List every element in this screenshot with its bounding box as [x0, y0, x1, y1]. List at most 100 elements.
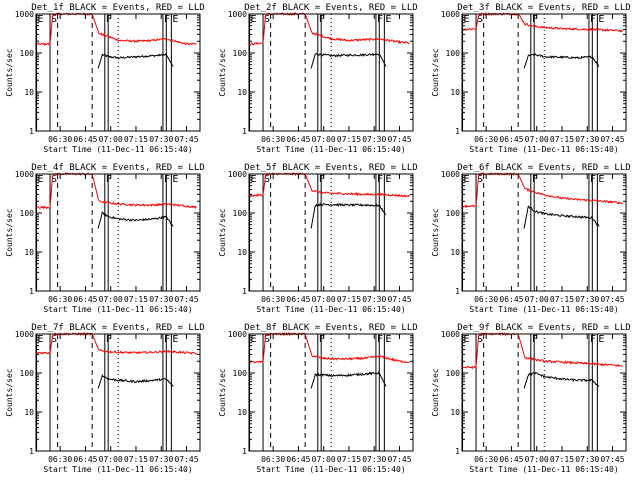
y-tick-label: 10: [450, 88, 460, 97]
marker-label-e: E: [251, 174, 257, 185]
series-events: [97, 374, 174, 389]
marker-label-e: E: [172, 174, 178, 185]
marker-label-s: S: [51, 14, 57, 25]
x-tick-label: 07:45: [174, 295, 198, 304]
marker-label-e: E: [598, 14, 604, 25]
y-tick-label: 1000: [228, 330, 247, 339]
panel-title: Det_1f BLACK = Events, RED = LLD: [31, 3, 204, 13]
y-axis-label: Counts/sec: [5, 208, 14, 256]
marker-label-s: S: [51, 334, 57, 345]
marker-label-f: F: [106, 334, 112, 345]
marker-label-f: F: [532, 174, 538, 185]
x-axis-label: Start Time (11-Dec-11 06:15:40): [256, 465, 405, 474]
marker-label-f: F: [377, 174, 383, 185]
marker-label-f: F: [319, 334, 325, 345]
y-tick-label: 1000: [228, 170, 247, 179]
panel-title: Det_2f BLACK = Events, RED = LLD: [244, 3, 417, 13]
x-tick-label: 07:30: [149, 295, 173, 304]
series-lld: [462, 11, 623, 33]
y-tick-label: 1000: [228, 10, 247, 19]
marker-label-e: E: [38, 174, 44, 185]
x-tick-label: 07:15: [550, 295, 574, 304]
x-tick-label: 07:30: [362, 135, 386, 144]
panel-title: Det_4f BLACK = Events, RED = LLD: [31, 163, 204, 173]
x-tick-label: 06:45: [499, 135, 523, 144]
x-tick-label: 07:45: [600, 455, 624, 464]
x-tick-label: 06:30: [474, 135, 498, 144]
marker-label-e: E: [38, 334, 44, 345]
x-axis-label: Start Time (11-Dec-11 06:15:40): [43, 465, 192, 474]
x-tick-label: 06:45: [499, 455, 523, 464]
x-tick-label: 07:00: [99, 135, 123, 144]
x-tick-label: 07:45: [387, 135, 411, 144]
y-tick-label: 1000: [15, 170, 34, 179]
plot-frame: [248, 173, 414, 292]
series-events: [523, 205, 600, 229]
marker-label-e: E: [172, 334, 178, 345]
x-tick-label: 07:00: [312, 135, 336, 144]
marker-label-f: F: [590, 174, 596, 185]
y-tick-label: 10: [450, 408, 460, 417]
marker-label-f: F: [532, 14, 538, 25]
x-tick-label: 07:15: [124, 455, 148, 464]
marker-label-s: S: [477, 174, 483, 185]
x-axis-label: Start Time (11-Dec-11 06:15:40): [43, 145, 192, 154]
x-tick-label: 07:30: [362, 295, 386, 304]
y-tick-label: 10: [450, 248, 460, 257]
series-events: [310, 202, 387, 229]
x-tick-label: 06:30: [48, 295, 72, 304]
marker-label-f: F: [319, 174, 325, 185]
plot-frame: [35, 173, 201, 292]
panel-title: Det_8f BLACK = Events, RED = LLD: [244, 323, 417, 333]
marker-label-e: E: [464, 14, 470, 25]
x-tick-label: 07:15: [124, 135, 148, 144]
y-tick-label: 100: [446, 49, 461, 58]
x-tick-label: 07:45: [600, 135, 624, 144]
y-tick-label: 100: [20, 49, 35, 58]
y-tick-label: 100: [233, 209, 248, 218]
series-events: [97, 211, 174, 229]
y-tick-label: 1: [29, 287, 34, 296]
series-events: [523, 52, 600, 69]
x-tick-label: 07:00: [312, 295, 336, 304]
x-tick-label: 07:45: [387, 295, 411, 304]
series-events: [310, 371, 387, 389]
marker-label-f: F: [164, 174, 170, 185]
y-tick-label: 100: [20, 369, 35, 378]
x-tick-label: 07:15: [550, 135, 574, 144]
x-tick-label: 07:30: [575, 135, 599, 144]
y-tick-label: 1: [242, 127, 247, 136]
x-tick-label: 07:30: [362, 455, 386, 464]
y-tick-label: 1: [455, 447, 460, 456]
marker-label-f: F: [590, 14, 596, 25]
x-tick-label: 06:30: [261, 135, 285, 144]
plot-frame: [461, 13, 627, 132]
x-tick-label: 06:45: [73, 135, 97, 144]
y-tick-label: 10: [237, 88, 247, 97]
marker-label-s: S: [477, 14, 483, 25]
y-tick-label: 1000: [441, 330, 460, 339]
x-tick-label: 07:45: [174, 455, 198, 464]
y-tick-label: 1: [242, 447, 247, 456]
x-tick-label: 06:30: [261, 295, 285, 304]
x-tick-label: 07:15: [337, 295, 361, 304]
y-tick-label: 1000: [441, 170, 460, 179]
marker-label-e: E: [38, 14, 44, 25]
y-tick-label: 10: [24, 248, 34, 257]
y-tick-label: 100: [233, 369, 248, 378]
x-axis-label: Start Time (11-Dec-11 06:15:40): [256, 305, 405, 314]
y-axis-label: Counts/sec: [431, 48, 440, 96]
y-tick-label: 1: [29, 127, 34, 136]
x-tick-label: 07:15: [337, 455, 361, 464]
y-axis-label: Counts/sec: [5, 48, 14, 96]
panel-title: Det_9f BLACK = Events, RED = LLD: [457, 323, 630, 333]
y-axis-label: Counts/sec: [218, 208, 227, 256]
y-tick-label: 1: [242, 287, 247, 296]
y-tick-label: 1: [455, 127, 460, 136]
